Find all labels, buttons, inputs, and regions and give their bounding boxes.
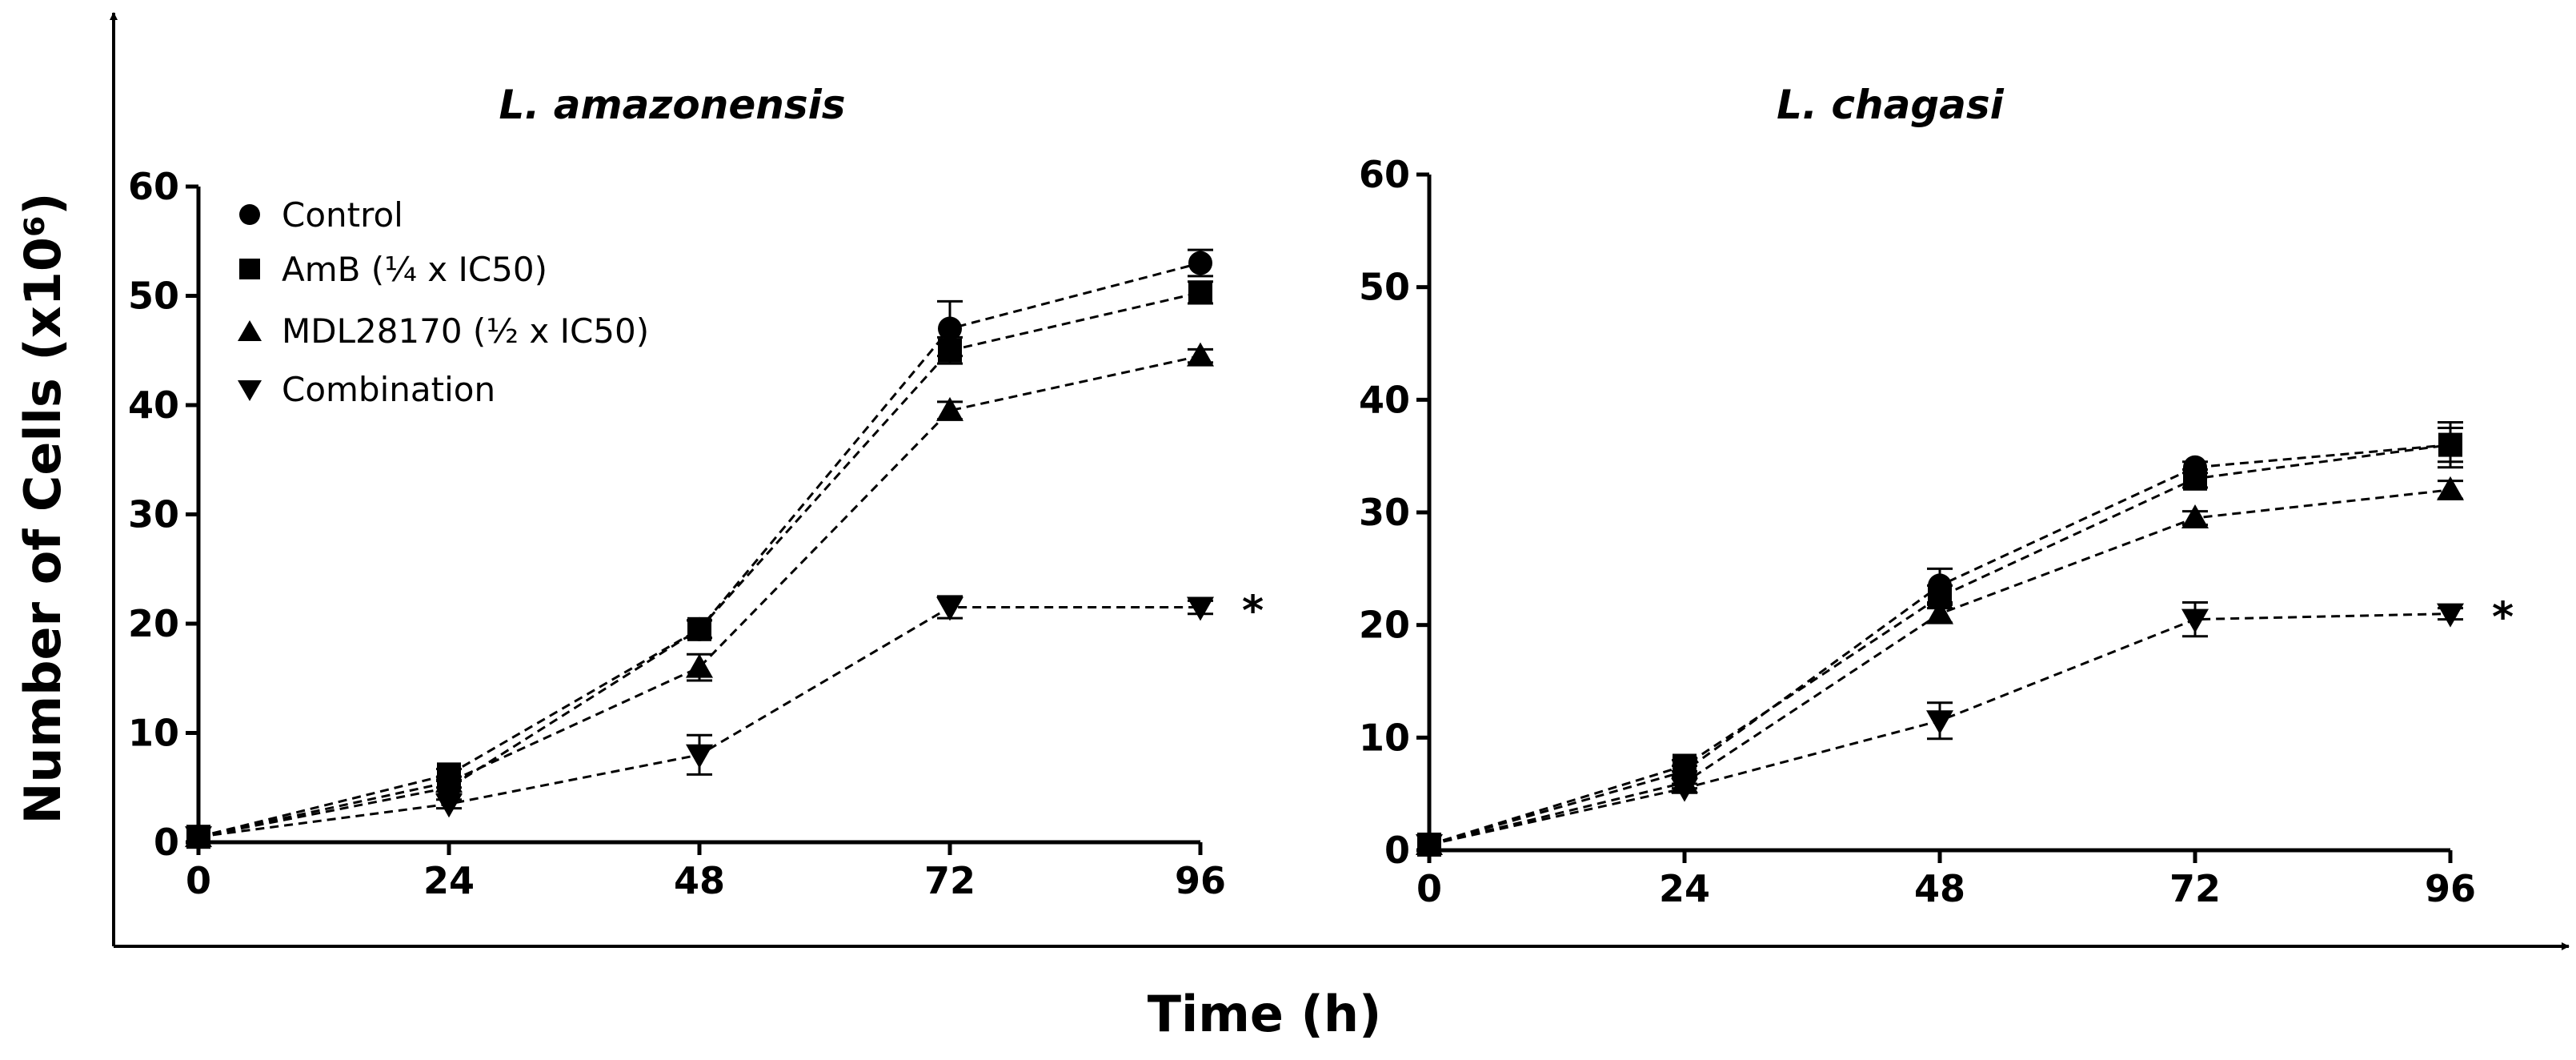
legend-item-mdl28170: MDL28170 (½ x IC50) xyxy=(238,311,649,351)
series-control xyxy=(1417,420,2463,857)
data-point xyxy=(2437,603,2464,628)
data-point xyxy=(686,653,713,678)
legend-label: AmB (¼ x IC50) xyxy=(282,250,547,289)
y-tick-label: 50 xyxy=(1359,266,1410,309)
significance-marker: * xyxy=(2492,594,2514,642)
data-point xyxy=(2438,432,2462,457)
y-tick-label: 20 xyxy=(1359,604,1410,647)
significance-marker: * xyxy=(1242,588,1264,636)
data-point xyxy=(936,396,963,421)
series-combination xyxy=(185,595,1214,851)
data-point xyxy=(1187,596,1214,621)
y-tick-label: 10 xyxy=(1359,716,1410,759)
x-tick-label: 48 xyxy=(674,859,725,902)
y-tick-label: 30 xyxy=(128,493,179,536)
legend-label: Combination xyxy=(282,370,495,409)
x-tick-label: 0 xyxy=(1416,867,1442,910)
data-point xyxy=(1187,342,1214,367)
data-point xyxy=(1926,710,1953,735)
legend-item-combination: Combination xyxy=(238,370,495,409)
x-tick-label: 72 xyxy=(924,859,976,902)
legend-item-control: Control xyxy=(239,195,403,235)
data-point xyxy=(687,616,711,641)
x-tick-label: 24 xyxy=(1659,867,1710,910)
data-point xyxy=(1188,251,1212,275)
y-tick-label: 10 xyxy=(128,712,179,755)
x-axis-label: Time (h) xyxy=(1148,985,1382,1043)
data-point xyxy=(2437,476,2464,500)
y-tick-label: 40 xyxy=(1359,378,1410,421)
series-mdl28170-x-ic50 xyxy=(185,342,1214,848)
x-tick-label: 48 xyxy=(1914,867,1965,910)
y-tick-label: 0 xyxy=(1384,829,1410,872)
data-point xyxy=(2183,466,2207,491)
triangle-down-icon xyxy=(238,380,262,401)
panel-l-amazonensis: L. amazonensis 0 10 20 30 40 50 60 0 24 48 72 96 * xyxy=(128,82,1264,902)
y-tick-label: 30 xyxy=(1359,491,1410,534)
y-tick-label: 0 xyxy=(154,821,179,864)
y-tick-label: 40 xyxy=(128,383,179,427)
circle-icon xyxy=(239,204,260,225)
series-amb-x-ic50 xyxy=(1417,427,2463,857)
x-tick-label: 96 xyxy=(2425,867,2476,910)
x-tick-label: 0 xyxy=(186,859,211,902)
y-tick-label: 50 xyxy=(128,275,179,318)
series-line xyxy=(1428,444,2451,846)
series-line xyxy=(1428,444,2451,846)
data-point xyxy=(938,338,962,363)
triangle-up-icon xyxy=(238,320,262,341)
series-line xyxy=(198,606,1200,838)
y-tick-label: 60 xyxy=(128,165,179,208)
data-point xyxy=(185,826,212,851)
data-point xyxy=(2181,504,2209,529)
y-tick-label: 20 xyxy=(128,602,179,645)
panel-title: L. amazonensis xyxy=(499,82,845,128)
data-point xyxy=(2181,608,2209,633)
series-line xyxy=(1428,488,2451,846)
data-point xyxy=(1188,280,1212,305)
legend: Control AmB (¼ x IC50) MDL28170 (½ x IC5… xyxy=(238,195,649,409)
x-tick-label: 24 xyxy=(423,859,475,902)
series-combination xyxy=(1416,601,2464,858)
data-point xyxy=(435,768,463,793)
x-tick-label: 72 xyxy=(2169,867,2221,910)
data-point xyxy=(1416,833,1443,858)
data-point xyxy=(936,596,963,621)
data-point xyxy=(686,744,713,769)
data-point xyxy=(1671,777,1698,802)
y-axis-label: Number of Cells (x10⁶) xyxy=(14,192,72,824)
legend-item-amb: AmB (¼ x IC50) xyxy=(239,250,547,289)
panel-title: L. chagasi xyxy=(1777,82,2005,128)
panel-l-chagasi: L. chagasi 0 10 20 30 40 50 60 0 24 48 72 96 * xyxy=(1359,82,2514,910)
data-point xyxy=(938,316,962,341)
data-point xyxy=(1926,600,1953,624)
legend-label: Control xyxy=(282,195,403,235)
data-point xyxy=(435,793,463,818)
square-icon xyxy=(239,259,260,279)
legend-label: MDL28170 (½ x IC50) xyxy=(282,311,649,351)
x-tick-label: 96 xyxy=(1175,859,1226,902)
y-tick-label: 60 xyxy=(1359,153,1410,196)
series-mdl28170-x-ic50 xyxy=(1416,476,2464,855)
